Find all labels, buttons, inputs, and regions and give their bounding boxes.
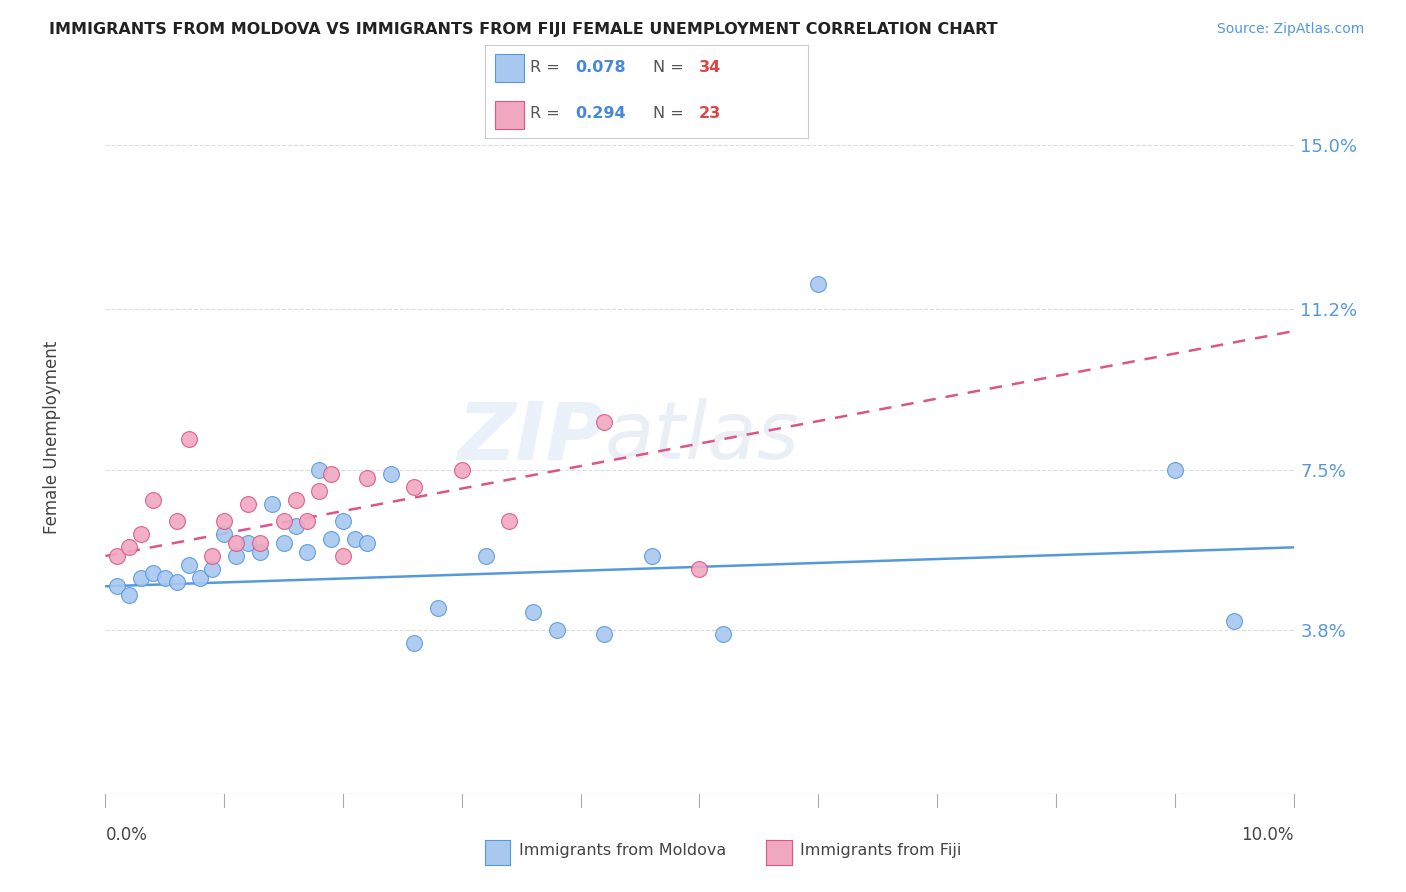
Point: [1164, 462, 1187, 476]
Point: [641, 549, 664, 563]
Point: [201, 549, 224, 563]
Point: [297, 515, 319, 529]
Text: Immigrants from Moldova: Immigrants from Moldova: [519, 843, 725, 857]
Point: [807, 277, 830, 291]
Text: Source: ZipAtlas.com: Source: ZipAtlas.com: [1216, 22, 1364, 37]
Point: [593, 415, 616, 429]
Point: [404, 635, 426, 649]
Point: [105, 549, 128, 563]
Point: [332, 549, 354, 563]
Text: 0.294: 0.294: [575, 106, 626, 121]
Text: N =: N =: [654, 60, 689, 75]
Point: [380, 467, 402, 481]
Point: [308, 462, 330, 476]
Text: 10.0%: 10.0%: [1241, 826, 1294, 844]
Point: [450, 462, 472, 476]
Text: IMMIGRANTS FROM MOLDOVA VS IMMIGRANTS FROM FIJI FEMALE UNEMPLOYMENT CORRELATION : IMMIGRANTS FROM MOLDOVA VS IMMIGRANTS FR…: [49, 22, 998, 37]
Point: [129, 527, 152, 541]
Point: [225, 536, 247, 550]
Text: 0.078: 0.078: [575, 60, 626, 75]
Point: [297, 544, 319, 558]
Point: [308, 484, 330, 499]
Text: 34: 34: [699, 60, 721, 75]
Text: 0.0%: 0.0%: [105, 826, 148, 844]
Point: [177, 432, 200, 446]
Text: ZIP: ZIP: [457, 398, 605, 476]
Point: [284, 518, 307, 533]
Text: R =: R =: [530, 106, 565, 121]
Point: [356, 471, 378, 485]
Text: Female Unemployment: Female Unemployment: [44, 341, 60, 533]
Point: [236, 497, 259, 511]
Point: [177, 558, 200, 572]
Point: [593, 627, 616, 641]
Bar: [495, 54, 524, 82]
Text: R =: R =: [530, 60, 565, 75]
Point: [118, 588, 141, 602]
Point: [711, 627, 734, 641]
Point: [142, 566, 165, 581]
Point: [273, 515, 295, 529]
Text: N =: N =: [654, 106, 689, 121]
Point: [689, 562, 711, 576]
Text: 23: 23: [699, 106, 721, 121]
Point: [546, 623, 568, 637]
Point: [105, 579, 128, 593]
Point: [118, 541, 141, 555]
Point: [260, 497, 283, 511]
Point: [166, 515, 188, 529]
Point: [522, 605, 544, 619]
Point: [249, 536, 271, 550]
Bar: [495, 101, 524, 129]
Point: [129, 571, 152, 585]
Point: [474, 549, 496, 563]
Point: [214, 527, 236, 541]
Point: [427, 601, 450, 615]
Point: [201, 562, 224, 576]
Point: [225, 549, 247, 563]
Point: [356, 536, 378, 550]
Point: [321, 467, 343, 481]
Point: [166, 574, 188, 589]
Text: atlas: atlas: [605, 398, 799, 476]
Point: [153, 571, 176, 585]
Point: [1223, 614, 1246, 628]
Point: [142, 492, 165, 507]
Point: [332, 515, 354, 529]
Point: [284, 492, 307, 507]
Point: [190, 571, 212, 585]
Point: [273, 536, 295, 550]
Point: [404, 480, 426, 494]
Point: [249, 544, 271, 558]
Text: Immigrants from Fiji: Immigrants from Fiji: [800, 843, 962, 857]
Point: [321, 532, 343, 546]
Point: [343, 532, 366, 546]
Point: [214, 515, 236, 529]
Point: [498, 515, 520, 529]
Point: [236, 536, 259, 550]
